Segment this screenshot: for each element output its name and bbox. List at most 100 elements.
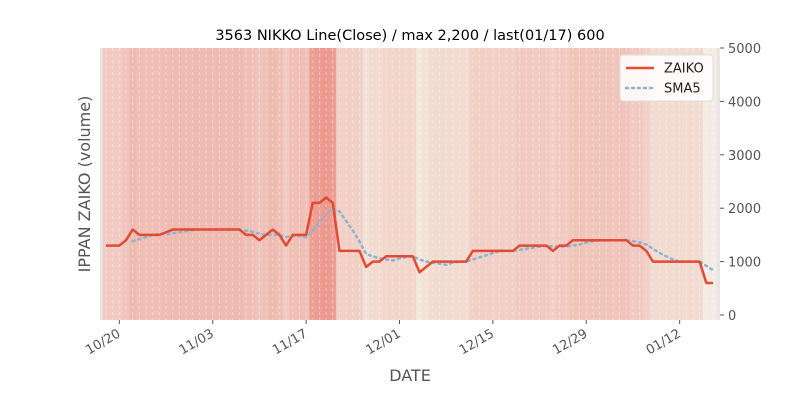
background-band [229, 48, 237, 320]
background-band [476, 48, 484, 320]
y-axis-label: IPPAN ZAIKO (volume) [75, 96, 94, 273]
background-band [102, 48, 110, 320]
background-band [176, 48, 184, 320]
background-band [582, 48, 591, 320]
background-band [456, 48, 464, 320]
background-band [202, 48, 210, 320]
background-band [289, 48, 297, 320]
background-band [362, 48, 370, 320]
x-axis-label: DATE [389, 366, 431, 385]
background-band [402, 48, 410, 320]
background-band [682, 48, 691, 320]
background-band [422, 48, 431, 320]
x-axis: 10/20 11/03 11/17 12/01 12/15 12/29 01/12 [83, 320, 684, 358]
background-band [262, 48, 270, 320]
background-band [662, 48, 671, 320]
background-band [142, 48, 150, 320]
background-band [216, 48, 224, 320]
background-band [396, 48, 404, 320]
background-band [129, 48, 137, 320]
background-band [282, 48, 290, 320]
y-tick-label: 1000 [728, 256, 761, 271]
background-band [296, 48, 304, 320]
background-band [209, 48, 217, 320]
background-band [696, 48, 704, 320]
x-tick-label: 10/20 [83, 326, 123, 358]
background-band [709, 48, 717, 320]
background-band [149, 48, 157, 320]
background-band [249, 48, 257, 320]
background-band [389, 48, 397, 320]
background-band [536, 48, 544, 320]
background-band [602, 48, 611, 320]
y-tick-label: 0 [728, 309, 736, 324]
background-band [449, 48, 457, 320]
background-band [116, 48, 124, 320]
background-band [382, 48, 390, 320]
background-band [562, 48, 571, 320]
y-tick-label: 3000 [728, 149, 761, 164]
background-band [529, 48, 537, 320]
background-band [136, 48, 144, 320]
background-band [462, 48, 471, 320]
background-band [616, 48, 624, 320]
background-band [236, 48, 244, 320]
background-band [169, 48, 177, 320]
y-tick-label: 5000 [728, 42, 761, 57]
background-band [309, 48, 317, 320]
background-band [329, 48, 337, 320]
background-band [316, 48, 324, 320]
legend-sma5-label: SMA5 [664, 82, 701, 97]
background-band [109, 48, 117, 320]
background-band [522, 48, 531, 320]
background-band [349, 48, 357, 320]
background-band [302, 48, 310, 320]
background-band [569, 48, 577, 320]
x-tick-label: 11/03 [177, 326, 217, 358]
background-band [496, 48, 504, 320]
background-band [336, 48, 344, 320]
background-band [429, 48, 437, 320]
background-band [322, 48, 330, 320]
background-band [589, 48, 597, 320]
background-band [702, 48, 711, 320]
background-band [669, 48, 677, 320]
background-band [256, 48, 264, 320]
x-tick-label: 01/12 [644, 326, 684, 358]
legend: ZAIKO SMA5 [619, 54, 714, 102]
background-band [689, 48, 697, 320]
background-band [576, 48, 584, 320]
x-tick-label: 12/15 [457, 326, 497, 358]
background-band [649, 48, 657, 320]
series-lines [106, 196, 715, 285]
zaiko-line [106, 196, 713, 285]
background-band [222, 48, 230, 320]
background-band [156, 48, 164, 320]
background-band [642, 48, 651, 320]
background-band [182, 48, 190, 320]
background-band [509, 48, 517, 320]
background-band [356, 48, 364, 320]
y-tick-label: 4000 [728, 95, 761, 110]
chart-title: 3563 NIKKO Line(Close) / max 2,200 / las… [215, 28, 604, 44]
x-tick-label: 11/17 [270, 326, 310, 358]
x-tick-label: 12/01 [364, 326, 404, 358]
legend-box [619, 54, 714, 102]
background-band [196, 48, 204, 320]
background-band [629, 48, 637, 320]
background-band [442, 48, 451, 320]
background-band [502, 48, 511, 320]
background-band [342, 48, 350, 320]
background-band [542, 48, 551, 320]
background-band [656, 48, 664, 320]
background-band [596, 48, 604, 320]
background-band [276, 48, 284, 320]
legend-zaiko-label: ZAIKO [664, 62, 704, 77]
background-band [409, 48, 417, 320]
background-band [189, 48, 197, 320]
background-band [636, 48, 644, 320]
background-band [469, 48, 477, 320]
background-band [242, 48, 250, 320]
